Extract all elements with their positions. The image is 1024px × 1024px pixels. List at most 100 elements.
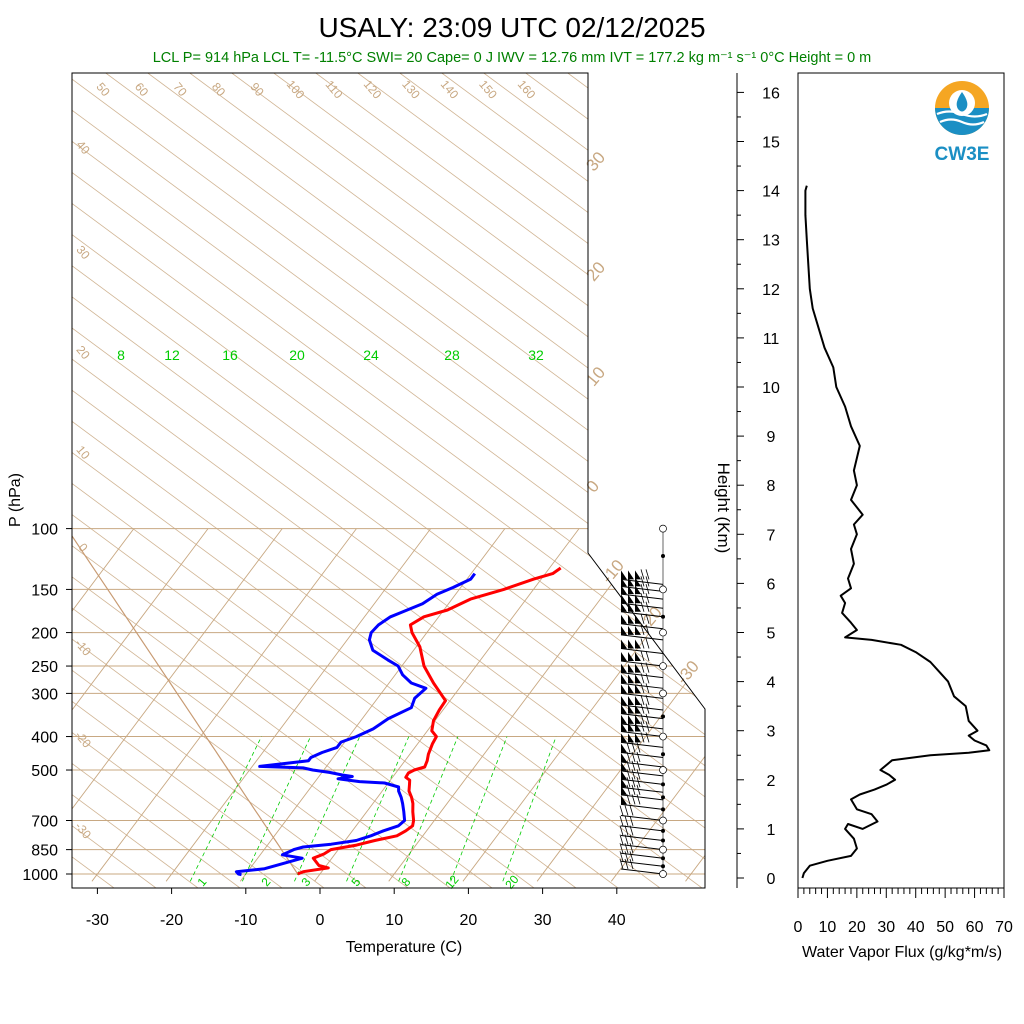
dry-adiabat-line bbox=[72, 73, 451, 888]
chart-title: USALY: 23:09 UTC 02/12/2025 bbox=[318, 12, 705, 43]
chart-subtitle: LCL P= 914 hPa LCL T= -11.5°C SWI= 20 Ca… bbox=[153, 50, 872, 66]
isotherm-line bbox=[72, 528, 283, 882]
wind-barb-staff bbox=[620, 803, 664, 810]
wind-barb-flag bbox=[628, 570, 634, 580]
dry-adiabat-line bbox=[72, 73, 409, 888]
wind-barb bbox=[620, 613, 664, 630]
wind-barb-feather bbox=[629, 805, 634, 816]
wind-barb-feather bbox=[640, 569, 645, 580]
wind-level-dot bbox=[661, 828, 665, 833]
wind-barb-flag bbox=[635, 639, 641, 649]
wind-level-circle bbox=[659, 689, 667, 698]
wind-barb-feather bbox=[640, 683, 645, 694]
wind-barb-flag bbox=[628, 733, 634, 743]
wind-barb-feather bbox=[640, 673, 645, 684]
mixing-ratio-bottom-label: 8 bbox=[398, 875, 413, 889]
wind-barb-flag bbox=[621, 639, 627, 649]
wind-barb-feather bbox=[624, 815, 629, 826]
wind-barb-feather bbox=[636, 742, 641, 753]
flux-plot bbox=[801, 185, 991, 879]
wind-barb-flag bbox=[635, 585, 641, 595]
y-tick-label: 250 bbox=[31, 659, 58, 676]
wind-barb bbox=[620, 721, 664, 738]
dry-adiabat-line bbox=[72, 73, 705, 888]
wind-barb-feather bbox=[640, 576, 645, 587]
dry-adiabat-line bbox=[72, 73, 283, 888]
wind-barb bbox=[620, 751, 664, 768]
wind-barb-flag bbox=[628, 639, 634, 649]
mixing-ratio-label: 28 bbox=[444, 347, 460, 363]
wind-barb-feather bbox=[640, 613, 645, 624]
wind-barb-staff bbox=[620, 752, 664, 759]
wind-barb-feather bbox=[645, 624, 650, 636]
dry-adiabat-line bbox=[231, 73, 705, 888]
wind-barb-flag bbox=[621, 652, 627, 662]
wind-barb-staff bbox=[620, 623, 664, 630]
wind-barb bbox=[620, 624, 664, 641]
wind-barb-feather bbox=[626, 751, 631, 763]
dry-adiabat-label: 110 bbox=[323, 78, 346, 102]
wind-barb-feather bbox=[624, 805, 629, 816]
wind-barb-flag bbox=[621, 577, 627, 587]
dry-adiabat-line bbox=[72, 73, 577, 888]
flux-y-tick-label: 16 bbox=[762, 85, 780, 102]
x-tick-label: -30 bbox=[86, 912, 109, 929]
wind-barb-flag bbox=[621, 625, 627, 635]
wind-barb-feather bbox=[640, 601, 645, 612]
wind-barb-staff bbox=[620, 825, 664, 832]
dry-adiabat-line bbox=[273, 73, 705, 888]
mixing-ratio-bottom-label: 3 bbox=[298, 875, 313, 889]
isotherm-edge-label: -20 bbox=[72, 728, 94, 751]
wind-barb-feather bbox=[645, 613, 650, 624]
x-tick-label: 10 bbox=[385, 912, 403, 929]
wind-barb-flag bbox=[621, 585, 627, 595]
flux-x-tick-label: 40 bbox=[907, 919, 925, 936]
wind-barb-feather bbox=[645, 569, 650, 580]
x-tick-label: -10 bbox=[234, 912, 257, 929]
wind-barb-feather bbox=[629, 843, 634, 854]
wind-barb-flag bbox=[628, 674, 634, 684]
wind-barb-flag bbox=[621, 704, 627, 714]
y-tick-label: 1000 bbox=[22, 867, 58, 884]
flux-frame bbox=[797, 72, 1005, 889]
wind-barb-flag bbox=[635, 570, 641, 580]
mixing-ratio-bottom-label: 2 bbox=[258, 875, 273, 889]
dry-adiabat-line bbox=[72, 73, 703, 888]
wind-barb-feather bbox=[629, 858, 634, 870]
wind-barb-feather bbox=[645, 576, 650, 587]
wind-level-circle bbox=[659, 628, 667, 637]
wind-barb-feather bbox=[645, 713, 650, 724]
y-tick-label: 200 bbox=[31, 626, 58, 643]
wind-barb-feather bbox=[640, 694, 645, 706]
wind-barb-feather bbox=[645, 650, 650, 662]
wind-barb-flag bbox=[635, 577, 641, 587]
wind-barb bbox=[620, 662, 664, 679]
wind-barb bbox=[619, 843, 664, 859]
wind-barb-feather bbox=[636, 769, 641, 780]
logo-text: CW3E bbox=[935, 144, 990, 165]
isotherm-right-label: 30 bbox=[582, 148, 609, 175]
wind-barb-feather bbox=[629, 825, 634, 836]
wind-barb-flag bbox=[635, 625, 641, 635]
wind-barb-flag bbox=[621, 674, 627, 684]
dry-adiabat-line bbox=[72, 73, 705, 888]
wind-barb-feather bbox=[624, 843, 629, 854]
dry-adiabat-line bbox=[72, 73, 705, 888]
wind-barb-flag bbox=[635, 594, 641, 604]
wind-barb-flag bbox=[628, 714, 634, 724]
wind-barb-flag bbox=[635, 695, 641, 705]
isotherm-line bbox=[685, 528, 705, 882]
isotherm-line bbox=[314, 528, 580, 882]
wind-barb-feather bbox=[640, 662, 645, 673]
x-axis-title: Temperature (C) bbox=[346, 939, 462, 956]
x-tick-label: 0 bbox=[316, 912, 325, 929]
wind-barb-flag bbox=[628, 602, 634, 612]
wind-barb bbox=[619, 825, 664, 842]
wind-barb-feather bbox=[636, 794, 641, 805]
wind-barb-staff bbox=[620, 794, 664, 801]
x-tick-label: 40 bbox=[608, 912, 626, 929]
flux-x-tick-label: 30 bbox=[877, 919, 895, 936]
wind-barb-feather bbox=[640, 650, 645, 662]
isotherm-line bbox=[72, 528, 135, 882]
wind-level-dot bbox=[661, 553, 665, 558]
